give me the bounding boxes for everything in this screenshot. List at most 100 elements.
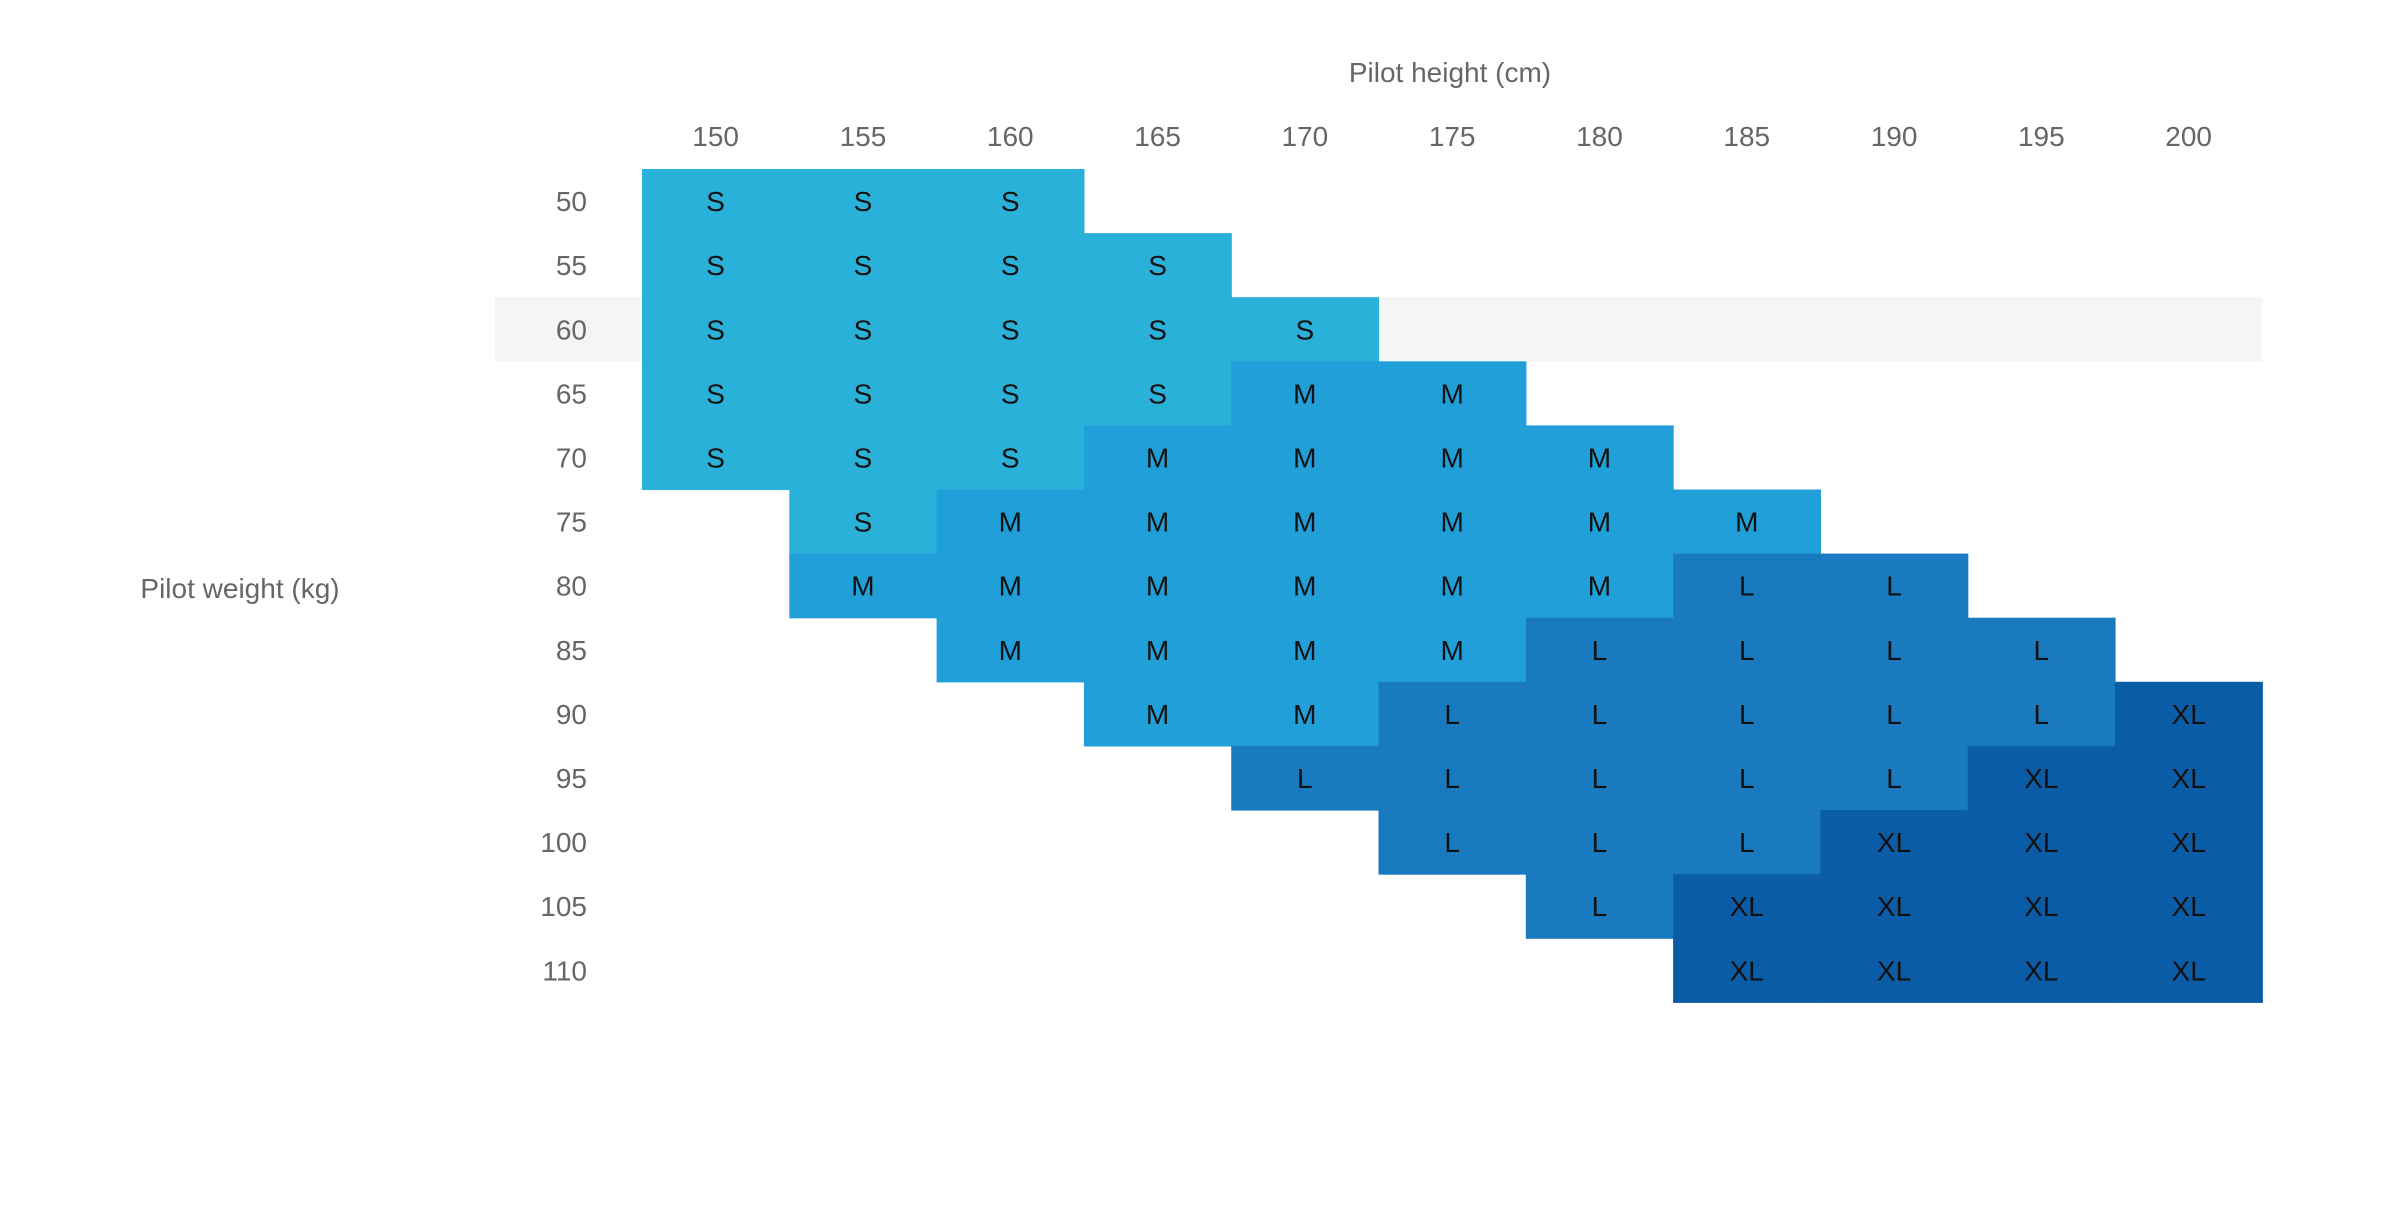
cell-label: S: [854, 507, 873, 538]
y-tick-label: 100: [540, 827, 587, 858]
heatmap-cell: [1673, 810, 1821, 875]
heatmap-cell: [936, 617, 1085, 683]
cell-label: L: [1592, 891, 1608, 922]
cell-label: M: [1293, 442, 1316, 473]
cell-label: S: [706, 442, 725, 473]
cell-label: L: [1592, 763, 1608, 794]
cell-label: S: [1148, 378, 1167, 409]
cell-label: S: [854, 378, 873, 409]
y-tick-label: 105: [540, 891, 587, 922]
heatmap-cell: [936, 425, 1085, 491]
heatmap-cell: [2115, 810, 2263, 875]
heatmap-cell: [789, 233, 938, 298]
heatmap-cell: [642, 169, 790, 234]
cell-label: S: [706, 186, 725, 217]
cell-label: L: [2034, 699, 2050, 730]
x-tick-label: 165: [1134, 121, 1181, 152]
y-tick-label: 65: [556, 378, 587, 409]
x-tick-label: 160: [987, 121, 1034, 152]
heatmap-cell: [1967, 617, 2116, 683]
heatmap-cell: [1231, 297, 1380, 362]
heatmap-cell: [1083, 489, 1232, 555]
heatmap-cell: [1083, 617, 1232, 683]
x-tick-label: 185: [1723, 121, 1770, 152]
cell-label: L: [1886, 699, 1902, 730]
heatmap-cell: [1083, 425, 1232, 491]
heatmap-cell: [1083, 681, 1232, 747]
y-tick-label: 70: [556, 442, 587, 473]
heatmap-cell: [1231, 617, 1380, 683]
heatmap-cell: [2115, 938, 2263, 1003]
heatmap-cell: [1820, 874, 1969, 939]
heatmap-cell: [1525, 681, 1674, 747]
cell-label: XL: [1730, 955, 1764, 986]
cell-label: M: [999, 507, 1022, 538]
cell-label: M: [1146, 699, 1169, 730]
cell-label: XL: [2024, 891, 2058, 922]
cell-label: M: [1146, 571, 1169, 602]
heatmap-cell: [2115, 874, 2263, 939]
x-tick-label: 190: [1871, 121, 1918, 152]
cell-label: M: [1588, 507, 1611, 538]
y-tick-label: 60: [556, 314, 587, 345]
cell-label: S: [706, 314, 725, 345]
heatmap-cell: [1083, 361, 1232, 426]
x-tick-label: 150: [692, 121, 739, 152]
heatmap-cell: [1673, 874, 1821, 939]
cell-label: M: [1440, 442, 1463, 473]
cell-label: XL: [2172, 827, 2206, 858]
cell-label: M: [1735, 507, 1758, 538]
heatmap-cell: [1525, 425, 1674, 491]
cell-label: XL: [2024, 763, 2058, 794]
cell-label: L: [1592, 827, 1608, 858]
cell-label: M: [999, 635, 1022, 666]
y-tick-label: 75: [556, 507, 587, 538]
cell-label: M: [1293, 378, 1316, 409]
heatmap-cell: [936, 489, 1085, 555]
cell-label: XL: [1877, 827, 1911, 858]
cell-label: M: [1440, 378, 1463, 409]
cell-label: M: [851, 571, 874, 602]
heatmap-cell: [1967, 810, 2116, 875]
heatmap-cell: [1525, 489, 1674, 555]
cell-label: M: [1146, 442, 1169, 473]
heatmap-cell: [789, 169, 938, 234]
heatmap-cell: [1525, 553, 1674, 619]
cell-label: L: [2034, 635, 2050, 666]
x-tick-label: 180: [1576, 121, 1623, 152]
heatmap-cell: [1820, 745, 1969, 811]
cell-label: XL: [1730, 891, 1764, 922]
y-tick-labels: 50 55 60 65 70 75 80 85 90 95 100 105 110: [540, 186, 587, 986]
heatmap-cell: [1820, 617, 1969, 683]
cell-label: M: [1293, 571, 1316, 602]
heatmap-cell: [1673, 617, 1821, 683]
heatmap-cell: [2115, 745, 2263, 811]
y-axis-title: Pilot weight (kg): [140, 573, 339, 604]
cell-label: L: [1297, 763, 1313, 794]
cell-label: XL: [2172, 891, 2206, 922]
heatmap-cell: [1378, 361, 1527, 426]
cell-label: L: [1592, 635, 1608, 666]
cell-label: S: [1148, 314, 1167, 345]
cell-label: L: [1886, 635, 1902, 666]
cell-label: S: [706, 250, 725, 281]
labels-layer: S S S S S S S S S S S S S S S S M M S S S M M M M S M M M M M M M M M M M M L L…: [706, 186, 2205, 986]
heatmap-cell: [642, 361, 790, 426]
cell-label: L: [1592, 699, 1608, 730]
heatmap-cell: [1525, 810, 1674, 875]
cell-label: L: [1444, 763, 1460, 794]
heatmap-cell: [1967, 938, 2116, 1003]
heatmap-cell: [1820, 681, 1969, 747]
heatmap-cell: [1378, 489, 1527, 555]
heatmap-cell: [1673, 489, 1821, 555]
heatmap-cell: [1378, 553, 1527, 619]
heatmap-cell: [1378, 681, 1527, 747]
heatmap-cell: [1231, 425, 1380, 491]
cell-label: XL: [1877, 955, 1911, 986]
heatmap-cell: [1525, 617, 1674, 683]
heatmap-cell: [789, 489, 938, 555]
cell-label: S: [1148, 250, 1167, 281]
heatmap-cell: [1378, 425, 1527, 491]
cell-label: M: [1440, 507, 1463, 538]
